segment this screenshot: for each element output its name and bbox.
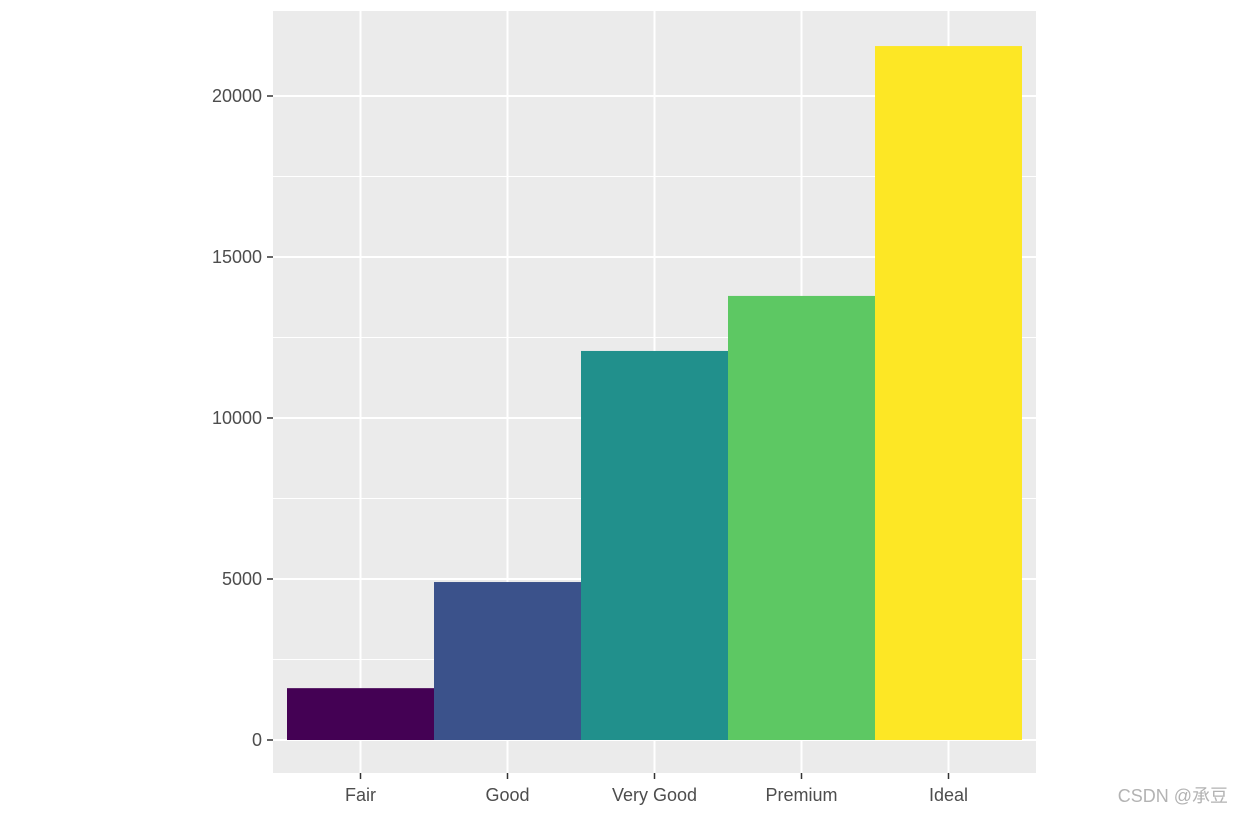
x-tick-label-2: Very Good	[612, 785, 697, 805]
x-tick-label-3: Premium	[765, 785, 837, 805]
x-axis: Fair Good Very Good Premium Ideal	[345, 773, 968, 805]
y-tick-label-0: 0	[252, 730, 262, 750]
y-tick-label-3: 15000	[212, 247, 262, 267]
bar-fair	[287, 688, 434, 740]
y-axis: 0 5000 10000 15000 20000	[212, 86, 273, 750]
x-tick-label-1: Good	[485, 785, 529, 805]
bar-premium	[728, 295, 875, 740]
bars	[287, 46, 1022, 740]
y-tick-label-4: 20000	[212, 86, 262, 106]
bar-ideal	[875, 46, 1022, 740]
watermark: CSDN @承豆	[1117, 786, 1228, 806]
y-tick-label-2: 10000	[212, 408, 262, 428]
y-tick-label-1: 5000	[222, 569, 262, 589]
x-tick-label-0: Fair	[345, 785, 376, 805]
bar-very-good	[581, 350, 728, 740]
x-tick-label-4: Ideal	[929, 785, 968, 805]
bar-good	[434, 582, 581, 740]
